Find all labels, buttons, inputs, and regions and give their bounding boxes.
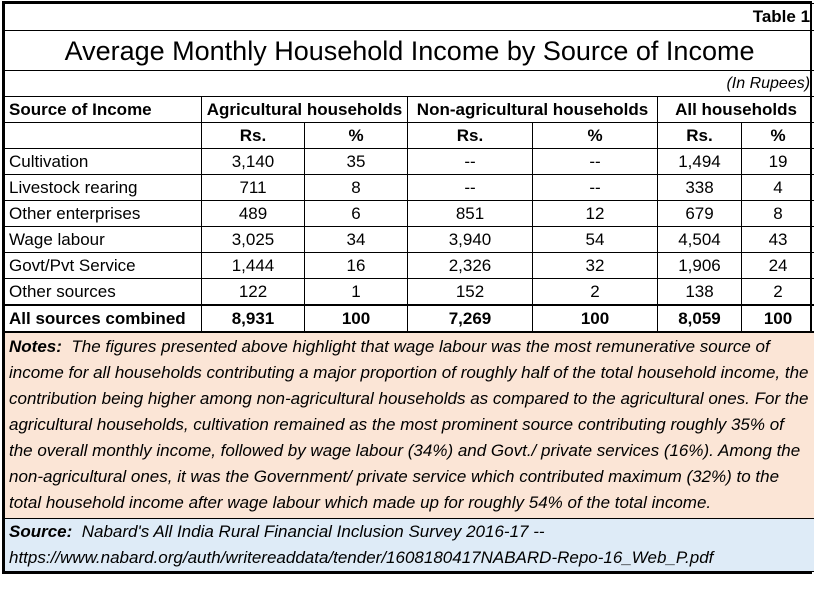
subheader-rs: Rs.	[658, 123, 742, 149]
table-cell: --	[533, 175, 658, 201]
row-label: Other enterprises	[5, 201, 202, 227]
subheader-pct: %	[305, 123, 408, 149]
total-cell: 100	[742, 305, 814, 332]
table-cell: 8	[742, 201, 814, 227]
table-cell: 32	[533, 253, 658, 279]
table-cell: 1,444	[202, 253, 305, 279]
table-cell: 1	[305, 279, 408, 306]
income-table: Table 1 Average Monthly Household Income…	[4, 3, 814, 572]
source-label: Source:	[9, 522, 72, 541]
notes-label: Notes:	[9, 337, 62, 356]
table-number: Table 1	[5, 4, 814, 31]
income-table-container: Table 1 Average Monthly Household Income…	[2, 1, 812, 574]
table-cell: 35	[305, 149, 408, 175]
all-households-group-header: All households	[658, 97, 814, 123]
table-cell: 6	[305, 201, 408, 227]
subheader-pct: %	[742, 123, 814, 149]
table-cell: 338	[658, 175, 742, 201]
table-cell: 138	[658, 279, 742, 306]
table-cell: --	[533, 149, 658, 175]
table-cell: 34	[305, 227, 408, 253]
total-cell: 100	[305, 305, 408, 332]
total-row: All sources combined 8,931 100 7,269 100…	[5, 305, 814, 332]
table-cell: 4	[742, 175, 814, 201]
total-cell: 8,931	[202, 305, 305, 332]
table-cell: 3,140	[202, 149, 305, 175]
table-cell: 489	[202, 201, 305, 227]
total-cell: 7,269	[408, 305, 533, 332]
table-cell: 24	[742, 253, 814, 279]
table-cell: 1,906	[658, 253, 742, 279]
table-cell: 16	[305, 253, 408, 279]
total-cell: 100	[533, 305, 658, 332]
row-label: Govt/Pvt Service	[5, 253, 202, 279]
table-cell: 851	[408, 201, 533, 227]
table-title: Average Monthly Household Income by Sour…	[5, 31, 814, 71]
table-cell: 3,025	[202, 227, 305, 253]
total-cell: 8,059	[658, 305, 742, 332]
table-cell: 19	[742, 149, 814, 175]
table-cell: 4,504	[658, 227, 742, 253]
table-cell: 2	[533, 279, 658, 306]
unit-note: (In Rupees)	[5, 71, 814, 97]
table-cell: 8	[305, 175, 408, 201]
row-label: Cultivation	[5, 149, 202, 175]
table-cell: 54	[533, 227, 658, 253]
source-cell: Source: Nabard's All India Rural Financi…	[5, 519, 814, 572]
row-label: Wage labour	[5, 227, 202, 253]
subheader-pct: %	[533, 123, 658, 149]
table-cell: 711	[202, 175, 305, 201]
agricultural-group-header: Agricultural households	[202, 97, 408, 123]
source-text: Nabard's All India Rural Financial Inclu…	[9, 522, 713, 567]
table-cell: --	[408, 175, 533, 201]
notes-cell: Notes: The figures presented above highl…	[5, 332, 814, 519]
table-cell: 679	[658, 201, 742, 227]
subheader-rs: Rs.	[408, 123, 533, 149]
table-cell: --	[408, 149, 533, 175]
table-cell: 1,494	[658, 149, 742, 175]
table-cell: 3,940	[408, 227, 533, 253]
subheader-rs: Rs.	[202, 123, 305, 149]
notes-text: The figures presented above highlight th…	[9, 337, 808, 512]
non-agricultural-group-header: Non-agricultural households	[408, 97, 658, 123]
table-cell: 43	[742, 227, 814, 253]
table-cell: 12	[533, 201, 658, 227]
table-cell: 2,326	[408, 253, 533, 279]
row-label: Other sources	[5, 279, 202, 306]
table-cell: 2	[742, 279, 814, 306]
table-cell: 152	[408, 279, 533, 306]
source-column-header: Source of Income	[5, 97, 202, 123]
row-label: Livestock rearing	[5, 175, 202, 201]
table-cell: 122	[202, 279, 305, 306]
total-label: All sources combined	[5, 305, 202, 332]
empty-subheader-cell	[5, 123, 202, 149]
